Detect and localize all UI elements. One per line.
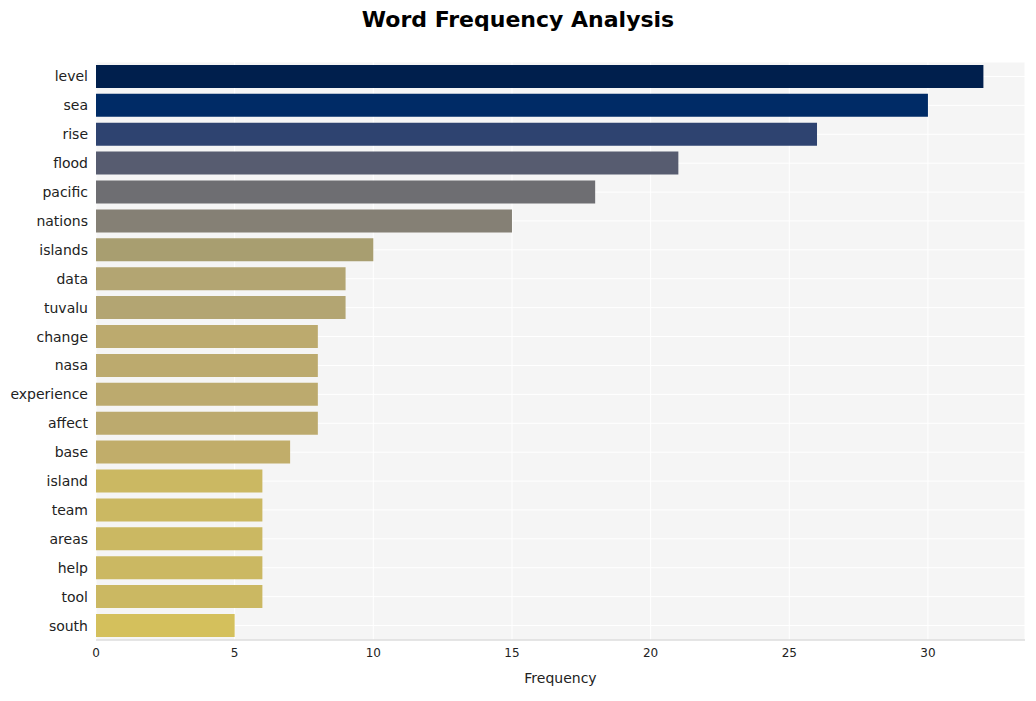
svg-text:25: 25: [782, 646, 797, 660]
svg-text:level: level: [55, 68, 88, 84]
svg-text:sea: sea: [64, 97, 89, 113]
svg-text:20: 20: [643, 646, 658, 660]
svg-text:30: 30: [920, 646, 935, 660]
svg-text:experience: experience: [10, 386, 88, 402]
svg-text:rise: rise: [62, 126, 88, 142]
svg-text:island: island: [47, 473, 88, 489]
svg-text:islands: islands: [39, 242, 88, 258]
svg-text:15: 15: [504, 646, 519, 660]
svg-text:nasa: nasa: [55, 357, 88, 373]
svg-text:nations: nations: [36, 213, 88, 229]
svg-text:base: base: [55, 444, 88, 460]
svg-text:tuvalu: tuvalu: [44, 300, 88, 316]
svg-text:Frequency: Frequency: [524, 670, 596, 686]
svg-text:data: data: [56, 271, 88, 287]
svg-text:pacific: pacific: [42, 184, 88, 200]
svg-text:areas: areas: [49, 531, 88, 547]
svg-text:10: 10: [366, 646, 381, 660]
svg-text:team: team: [52, 502, 88, 518]
svg-text:help: help: [58, 560, 88, 576]
svg-text:0: 0: [92, 646, 100, 660]
svg-text:south: south: [49, 618, 88, 634]
svg-text:5: 5: [231, 646, 239, 660]
svg-text:flood: flood: [53, 155, 88, 171]
svg-text:affect: affect: [48, 415, 89, 431]
svg-text:tool: tool: [61, 589, 88, 605]
svg-text:change: change: [36, 329, 88, 345]
html-text:Word Frequency Analysis: Word Frequency Analysis: [361, 7, 675, 32]
